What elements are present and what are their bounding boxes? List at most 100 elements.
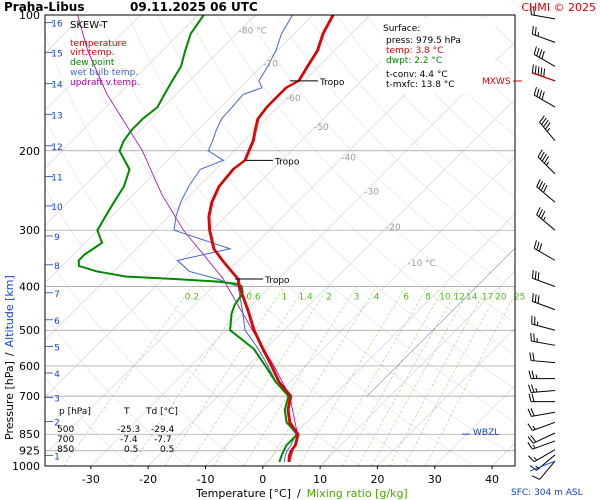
isotherm-label: -20 bbox=[386, 223, 401, 233]
wind-barb-flag bbox=[531, 270, 534, 279]
wind-barb-flag bbox=[538, 243, 543, 252]
wind-barb-flag bbox=[527, 384, 532, 393]
isotherm-label: -40 bbox=[341, 153, 356, 163]
y-axis-title: Pressure [hPa] / Altitude [km] bbox=[3, 275, 16, 440]
legend-wet-bulb: wet bulb temp. bbox=[70, 68, 138, 78]
mixing-ratio-label: 0.2 bbox=[185, 293, 199, 303]
isotherm-line bbox=[147, 98, 515, 466]
wind-barb-staff bbox=[533, 432, 556, 444]
isotherm-label: -60 bbox=[286, 94, 301, 104]
wind-barb-flag bbox=[533, 333, 535, 342]
wind-barb-staff bbox=[533, 94, 556, 108]
wind-barb bbox=[530, 6, 556, 20]
wind-barb bbox=[533, 46, 556, 67]
isotherm-line bbox=[262, 213, 515, 466]
wind-barb bbox=[528, 393, 555, 403]
wind-barb-half-flag bbox=[543, 216, 546, 221]
table-row-t: -25.3 bbox=[117, 425, 140, 435]
wind-barb-half-flag bbox=[533, 456, 538, 461]
wind-barb-flag bbox=[531, 475, 540, 480]
x-axis-title-sep: / bbox=[297, 487, 301, 500]
table-row-p: 500 bbox=[57, 425, 74, 435]
x-tick-label: -30 bbox=[82, 473, 100, 486]
wind-barb-flag bbox=[529, 465, 537, 471]
table-row-td: -29.4 bbox=[151, 425, 175, 435]
mixing-ratio-label: 20 bbox=[495, 293, 507, 303]
dew-point-line bbox=[77, 15, 299, 463]
wind-barb-flag bbox=[533, 86, 537, 96]
wind-barb bbox=[539, 115, 556, 142]
wind-barb-flag bbox=[536, 241, 540, 251]
reference-line bbox=[366, 247, 515, 397]
chart-kind: SKEW-T bbox=[70, 20, 108, 31]
wind-barb-flag bbox=[543, 119, 549, 128]
wind-barb bbox=[531, 460, 556, 480]
isotherm-label: -30 bbox=[364, 187, 379, 197]
tropopause-label: Tropo bbox=[319, 78, 345, 88]
mixing-ratio-label: 3 bbox=[354, 293, 360, 303]
wind-barb bbox=[533, 86, 556, 108]
wind-barb-flag bbox=[534, 271, 537, 280]
wind-barb-staff bbox=[531, 14, 556, 20]
dry-adiabat-line bbox=[216, 15, 515, 324]
wind-barb-half-flag bbox=[535, 374, 538, 379]
annotation-layer: -80 °C -70 -60 -50 -40 -30 -20 -10 °C 0.2 0.6 1 1.4… bbox=[185, 27, 525, 435]
surface-header: Surface: bbox=[383, 24, 420, 34]
altitude-tick-label: 7 bbox=[54, 290, 60, 300]
surface-info-box bbox=[380, 18, 495, 94]
x-tick-label: -10 bbox=[197, 473, 215, 486]
wind-barb-staff bbox=[532, 300, 556, 311]
dry-adiabat-line bbox=[157, 15, 515, 389]
wbzl-label: WBZL bbox=[473, 428, 499, 438]
wind-barb-flag bbox=[529, 352, 532, 361]
wind-barb-flag bbox=[530, 435, 537, 443]
altitude-tick-label: 8 bbox=[54, 262, 60, 272]
x-tick-label: -20 bbox=[139, 473, 157, 486]
wind-barb-staff bbox=[533, 247, 556, 261]
wind-barb-half-flag bbox=[535, 387, 538, 393]
isotherm-line bbox=[45, 15, 313, 284]
wind-barb bbox=[536, 179, 556, 203]
plot-frame bbox=[44, 14, 516, 467]
surface-wind-barb bbox=[529, 460, 556, 472]
surface-dwpt: dwpt: 2.2 °C bbox=[386, 56, 442, 66]
dry-adiabat-line bbox=[246, 15, 515, 292]
table-header-p: p [hPa] bbox=[59, 407, 91, 417]
legend-virt-temp: virt.temp. bbox=[70, 48, 114, 58]
pressure-tick-label: 700 bbox=[19, 390, 40, 403]
wind-barb-flag bbox=[541, 153, 547, 162]
dry-adiabat-line bbox=[335, 15, 515, 198]
wind-barb bbox=[531, 293, 556, 311]
wind-barb-flag bbox=[528, 393, 532, 402]
wind-barb-layer bbox=[527, 6, 556, 480]
altitude-tick-label: 14 bbox=[51, 81, 63, 91]
wind-barb-flag bbox=[528, 370, 532, 379]
isotherm-line bbox=[45, 15, 199, 169]
mixing-ratio-label: 25 bbox=[514, 293, 525, 303]
dry-adiabat-line bbox=[187, 15, 515, 356]
wind-barb-flag bbox=[536, 47, 540, 57]
table-header-t: T bbox=[123, 407, 130, 417]
altitude-tick-label: 1 bbox=[54, 452, 60, 462]
wind-barb-flag bbox=[538, 181, 543, 189]
wind-barb-flag bbox=[539, 151, 545, 160]
wind-barb-half-flag bbox=[546, 127, 551, 132]
wind-barb bbox=[527, 384, 556, 394]
table-header-td: Td [°C] bbox=[145, 407, 178, 417]
pressure-tick-label: 600 bbox=[19, 360, 40, 373]
mixing-ratio-label: 2 bbox=[326, 293, 332, 303]
altitude-tick-label: 12 bbox=[51, 143, 62, 153]
mixing-ratio-label: 1.4 bbox=[298, 293, 313, 303]
altitude-tick-label: 13 bbox=[51, 111, 62, 121]
table-row-p: 850 bbox=[57, 445, 74, 455]
wind-barb-flag bbox=[534, 65, 537, 74]
wind-barb bbox=[531, 270, 556, 287]
wind-barb bbox=[536, 207, 556, 231]
wind-barb-staff bbox=[532, 33, 556, 43]
surface-press: press: 979.5 hPa bbox=[386, 36, 461, 46]
wind-barb-flag bbox=[543, 155, 550, 164]
table-row-td: -7.7 bbox=[154, 435, 172, 445]
wind-barb-staff bbox=[531, 340, 556, 346]
wind-barb-flag bbox=[533, 6, 535, 16]
x-axis-title-mixing: Mixing ratio [g/kg] bbox=[307, 487, 408, 500]
